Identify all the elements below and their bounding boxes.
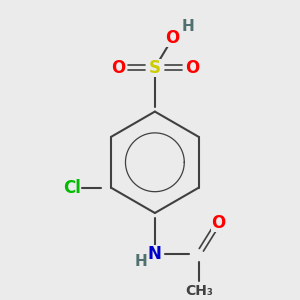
Text: N: N <box>148 245 162 263</box>
Text: O: O <box>165 29 180 47</box>
Text: O: O <box>211 214 225 232</box>
Text: H: H <box>182 19 194 34</box>
Text: H: H <box>135 254 148 269</box>
Text: CH₃: CH₃ <box>185 284 213 298</box>
Text: Cl: Cl <box>63 178 81 196</box>
Text: O: O <box>111 59 125 77</box>
Text: O: O <box>185 59 199 77</box>
Text: S: S <box>149 59 161 77</box>
